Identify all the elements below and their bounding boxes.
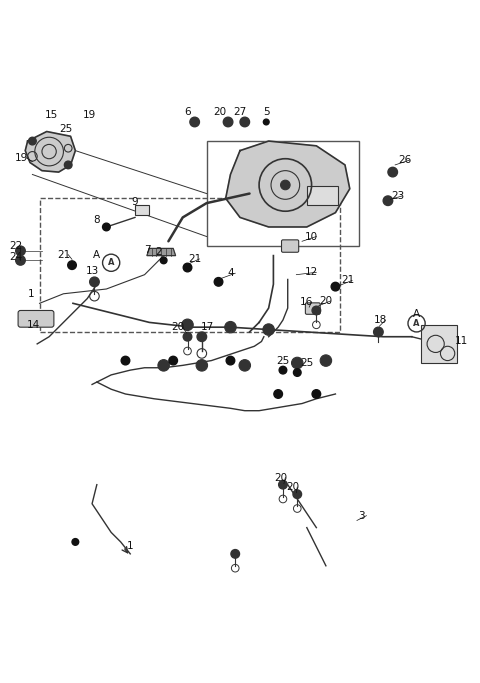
- Circle shape: [190, 117, 199, 127]
- Circle shape: [183, 263, 192, 272]
- Text: 21: 21: [188, 254, 201, 264]
- Text: 2: 2: [156, 247, 162, 257]
- Circle shape: [214, 277, 223, 286]
- Circle shape: [197, 332, 206, 342]
- Text: 13: 13: [85, 266, 99, 276]
- Circle shape: [312, 306, 321, 315]
- Circle shape: [312, 390, 321, 398]
- Circle shape: [72, 539, 79, 545]
- Text: 1: 1: [28, 289, 35, 298]
- Circle shape: [121, 357, 130, 365]
- Text: 14: 14: [27, 320, 40, 330]
- Text: 5: 5: [263, 107, 270, 117]
- Circle shape: [29, 137, 36, 145]
- Text: 23: 23: [391, 191, 404, 201]
- Text: 22: 22: [9, 241, 23, 251]
- Text: 4: 4: [227, 268, 234, 278]
- Circle shape: [103, 223, 110, 231]
- Text: 12: 12: [305, 267, 318, 277]
- FancyBboxPatch shape: [305, 303, 320, 314]
- Text: 19: 19: [83, 110, 96, 120]
- Polygon shape: [226, 141, 350, 227]
- Circle shape: [183, 333, 192, 341]
- Text: 20: 20: [274, 473, 287, 482]
- Text: 18: 18: [374, 315, 387, 325]
- Circle shape: [274, 390, 282, 398]
- Text: 26: 26: [398, 155, 411, 165]
- Circle shape: [225, 322, 236, 333]
- Circle shape: [291, 357, 303, 369]
- Circle shape: [68, 261, 76, 269]
- Circle shape: [293, 369, 301, 376]
- Circle shape: [320, 355, 332, 366]
- Text: 20: 20: [286, 482, 299, 492]
- Text: 20: 20: [319, 296, 333, 306]
- Circle shape: [182, 319, 193, 331]
- Text: 25: 25: [59, 124, 72, 134]
- Polygon shape: [25, 132, 75, 172]
- Circle shape: [240, 117, 250, 127]
- Circle shape: [373, 327, 383, 337]
- Circle shape: [158, 360, 169, 371]
- Text: 10: 10: [305, 232, 318, 242]
- Text: 15: 15: [45, 110, 58, 120]
- Circle shape: [231, 550, 240, 558]
- Bar: [307, 186, 338, 206]
- Text: 27: 27: [233, 107, 247, 117]
- Circle shape: [264, 119, 269, 125]
- Circle shape: [196, 360, 207, 371]
- Bar: [135, 206, 149, 215]
- Circle shape: [388, 167, 397, 177]
- Circle shape: [279, 480, 287, 489]
- Circle shape: [239, 360, 251, 371]
- Circle shape: [16, 255, 25, 265]
- Text: 20: 20: [171, 322, 184, 332]
- Bar: [421, 325, 457, 363]
- Circle shape: [169, 357, 178, 365]
- Circle shape: [160, 257, 167, 264]
- Text: 17: 17: [201, 322, 214, 332]
- Text: 20: 20: [214, 107, 227, 117]
- Text: A: A: [93, 250, 100, 260]
- Circle shape: [331, 282, 340, 291]
- Circle shape: [226, 357, 235, 365]
- Text: A: A: [108, 258, 114, 267]
- Text: 6: 6: [184, 107, 191, 117]
- Polygon shape: [147, 249, 176, 255]
- Text: 9: 9: [132, 197, 138, 207]
- Circle shape: [263, 324, 275, 335]
- Circle shape: [383, 196, 393, 206]
- FancyBboxPatch shape: [281, 240, 299, 252]
- Text: A: A: [413, 319, 420, 328]
- Text: 25: 25: [300, 358, 313, 368]
- Circle shape: [16, 246, 25, 255]
- Circle shape: [279, 366, 287, 374]
- Text: 21: 21: [341, 275, 354, 285]
- Text: 24: 24: [9, 251, 23, 262]
- Text: 8: 8: [94, 215, 100, 225]
- Text: A: A: [413, 309, 420, 319]
- Text: 25: 25: [276, 356, 289, 365]
- Text: 7: 7: [144, 245, 150, 255]
- Circle shape: [293, 490, 301, 499]
- Circle shape: [281, 180, 290, 190]
- Circle shape: [64, 161, 72, 169]
- Text: 21: 21: [57, 250, 70, 260]
- Text: 3: 3: [359, 511, 365, 520]
- Circle shape: [90, 277, 99, 287]
- Text: 11: 11: [456, 337, 468, 346]
- Text: 16: 16: [300, 297, 313, 307]
- Text: 1: 1: [127, 541, 133, 550]
- Circle shape: [223, 117, 233, 127]
- Text: 19: 19: [15, 153, 28, 163]
- FancyBboxPatch shape: [18, 311, 54, 327]
